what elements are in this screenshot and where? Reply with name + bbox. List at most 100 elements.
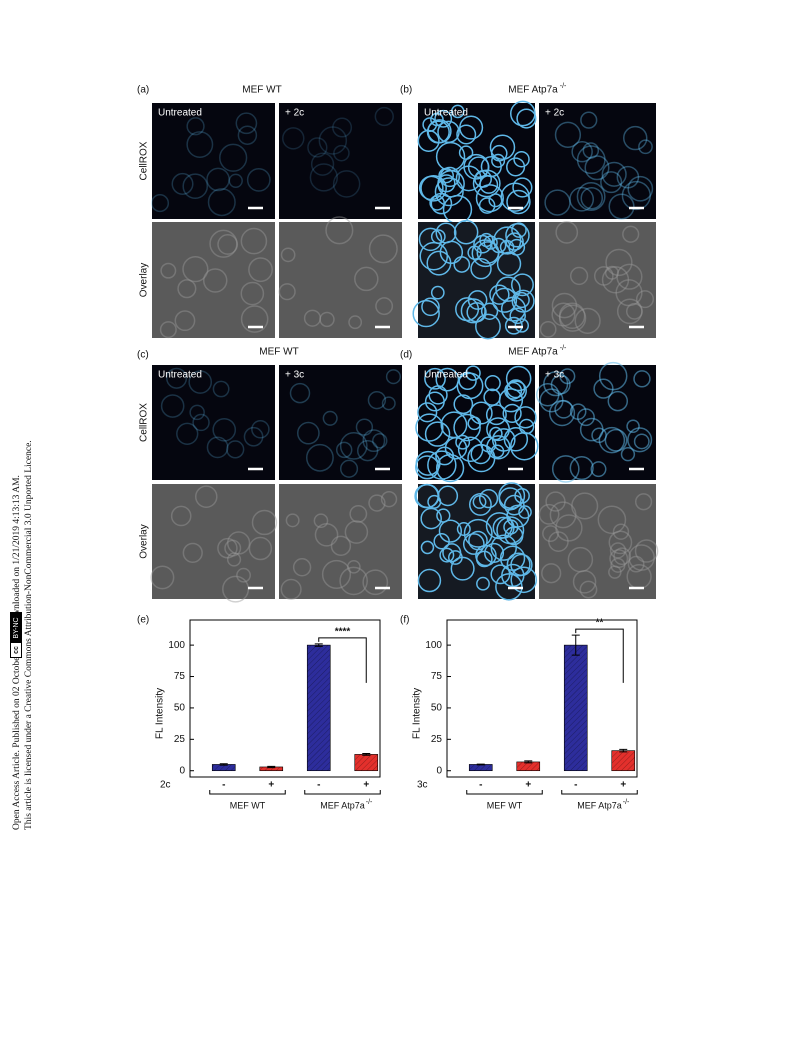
- cell: [489, 426, 503, 441]
- cell: [634, 539, 659, 563]
- cell: [516, 108, 537, 129]
- cell: [224, 539, 242, 557]
- cell: [314, 522, 339, 547]
- cell: [348, 315, 363, 330]
- cell: [309, 163, 338, 192]
- cell: [428, 385, 448, 405]
- cell: [177, 279, 197, 299]
- cell: [385, 369, 402, 385]
- row-label: Overlay: [139, 524, 150, 558]
- column-label: Untreated: [424, 370, 468, 381]
- cell: [505, 380, 527, 402]
- cell: [417, 568, 442, 593]
- cell: [502, 403, 522, 424]
- cell: [626, 419, 640, 434]
- cell: [439, 547, 455, 563]
- group-label: MEF Atp7a: [577, 800, 622, 810]
- group-bracket: [304, 790, 381, 795]
- error-bar: [362, 753, 371, 756]
- cell: [339, 566, 368, 596]
- cell: [456, 522, 471, 536]
- cell: [339, 459, 359, 478]
- cell: [620, 447, 636, 462]
- cell: [453, 394, 474, 415]
- panel-title: MEF Atp7a: [508, 347, 558, 358]
- cell: [558, 302, 586, 330]
- cell: [605, 248, 633, 277]
- cell: [217, 537, 238, 559]
- cell: [453, 219, 479, 245]
- group-bracket: [561, 790, 638, 795]
- cell: [206, 167, 230, 192]
- cell: [426, 120, 450, 144]
- cell: [544, 189, 571, 216]
- significance-bracket: [575, 628, 624, 683]
- cell: [495, 276, 521, 302]
- cell: [333, 144, 350, 162]
- cell: [555, 220, 579, 244]
- column-label: Untreated: [424, 108, 468, 119]
- cell: [572, 570, 597, 594]
- cell: [362, 569, 389, 596]
- cell: [610, 557, 626, 573]
- cell: [430, 285, 445, 300]
- micrograph: [539, 103, 656, 219]
- cell: [505, 223, 530, 248]
- cell: [555, 514, 583, 542]
- x-tick-label: +: [525, 780, 531, 791]
- cell: [512, 177, 533, 198]
- cell: [159, 321, 177, 339]
- cell: [424, 421, 451, 447]
- cell: [576, 182, 606, 211]
- cell: [438, 519, 463, 543]
- cell: [584, 155, 610, 181]
- cell: [434, 109, 453, 128]
- treatment-label: 3c: [417, 780, 428, 791]
- cell: [538, 503, 560, 525]
- bar-hatch: [354, 754, 378, 771]
- cell: [460, 298, 486, 324]
- cell: [459, 115, 484, 140]
- plot-frame: [446, 619, 638, 778]
- cell: [424, 367, 446, 390]
- cell: [551, 455, 580, 483]
- cell: [598, 361, 628, 391]
- cell: [513, 150, 530, 168]
- micrograph: [539, 222, 656, 338]
- chart-label: (f): [400, 615, 409, 626]
- group-bracket: [466, 790, 543, 795]
- group-label: MEF WT: [487, 800, 523, 810]
- cell: [616, 263, 643, 290]
- cell: [313, 513, 329, 529]
- cell: [235, 112, 258, 135]
- cell: [307, 137, 328, 158]
- cell: [506, 552, 531, 577]
- cell: [626, 302, 643, 320]
- cell: [356, 439, 379, 462]
- cell: [237, 125, 258, 145]
- cell: [456, 124, 477, 145]
- y-tick-label: 50: [431, 703, 443, 714]
- panel-title: MEF Atp7a: [508, 85, 558, 96]
- micrograph: [418, 484, 535, 599]
- cell: [226, 552, 242, 567]
- cell: [346, 559, 361, 574]
- cell: [355, 418, 374, 436]
- panel-label: (c): [137, 350, 149, 361]
- y-tick-label: 75: [174, 671, 186, 682]
- sidebar-line: This article is licensed under a Creativ…: [24, 440, 34, 830]
- cc-badge: cc BY-NC: [10, 612, 22, 658]
- cell: [458, 371, 477, 391]
- cell: [468, 493, 492, 516]
- cell: [150, 194, 170, 213]
- cell: [503, 494, 525, 516]
- cell: [453, 413, 481, 442]
- cell: [330, 535, 352, 557]
- bar-hatch: [259, 766, 283, 771]
- cell: [505, 232, 524, 251]
- cell: [415, 413, 444, 442]
- cell: [469, 401, 493, 425]
- cell: [176, 422, 199, 445]
- cell: [608, 193, 635, 220]
